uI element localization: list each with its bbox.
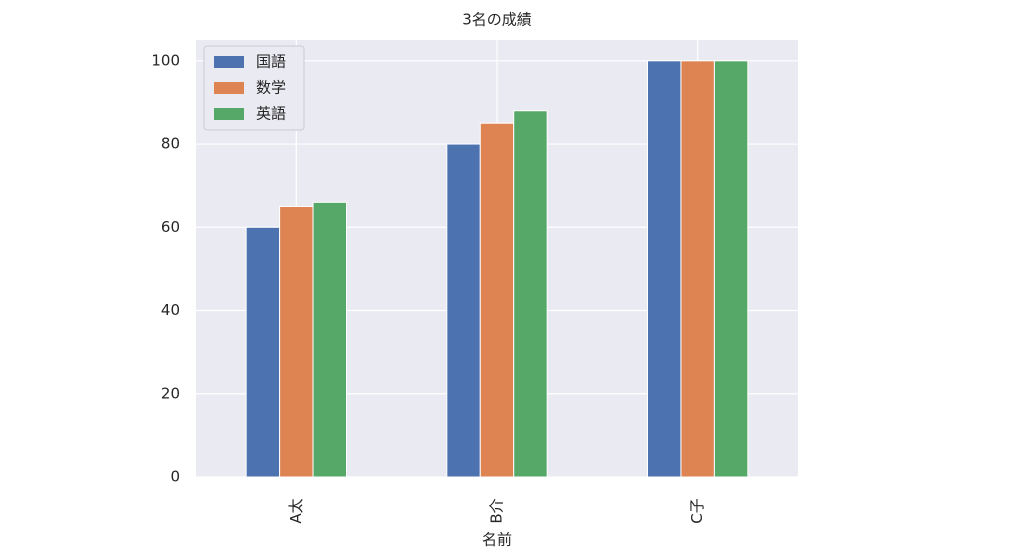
bar bbox=[312, 201, 347, 478]
legend-swatch bbox=[214, 108, 244, 120]
bar bbox=[647, 60, 682, 478]
y-tick-label: 20 bbox=[161, 384, 180, 402]
bar bbox=[513, 110, 548, 478]
y-tick-label: 80 bbox=[161, 135, 180, 153]
x-tick-label: A太 bbox=[287, 498, 305, 523]
legend-label: 数学 bbox=[256, 79, 286, 97]
bar bbox=[446, 143, 481, 478]
y-tick-label: 40 bbox=[161, 301, 180, 319]
bar bbox=[680, 60, 715, 478]
legend-label: 国語 bbox=[256, 53, 286, 71]
bar bbox=[279, 205, 314, 478]
x-tick-label: C子 bbox=[688, 498, 706, 523]
chart-title: 3名の成績 bbox=[462, 11, 532, 29]
bar bbox=[713, 60, 749, 478]
y-tick-label: 100 bbox=[151, 51, 180, 69]
legend-label: 英語 bbox=[256, 105, 286, 123]
bar bbox=[479, 122, 515, 478]
bar bbox=[245, 226, 281, 478]
legend-swatch bbox=[214, 82, 244, 94]
x-tick-label: B介 bbox=[488, 498, 506, 523]
y-tick-label: 60 bbox=[161, 218, 180, 236]
legend-swatch bbox=[214, 56, 244, 68]
y-tick-label: 0 bbox=[170, 468, 180, 486]
x-axis-label: 名前 bbox=[482, 531, 512, 549]
